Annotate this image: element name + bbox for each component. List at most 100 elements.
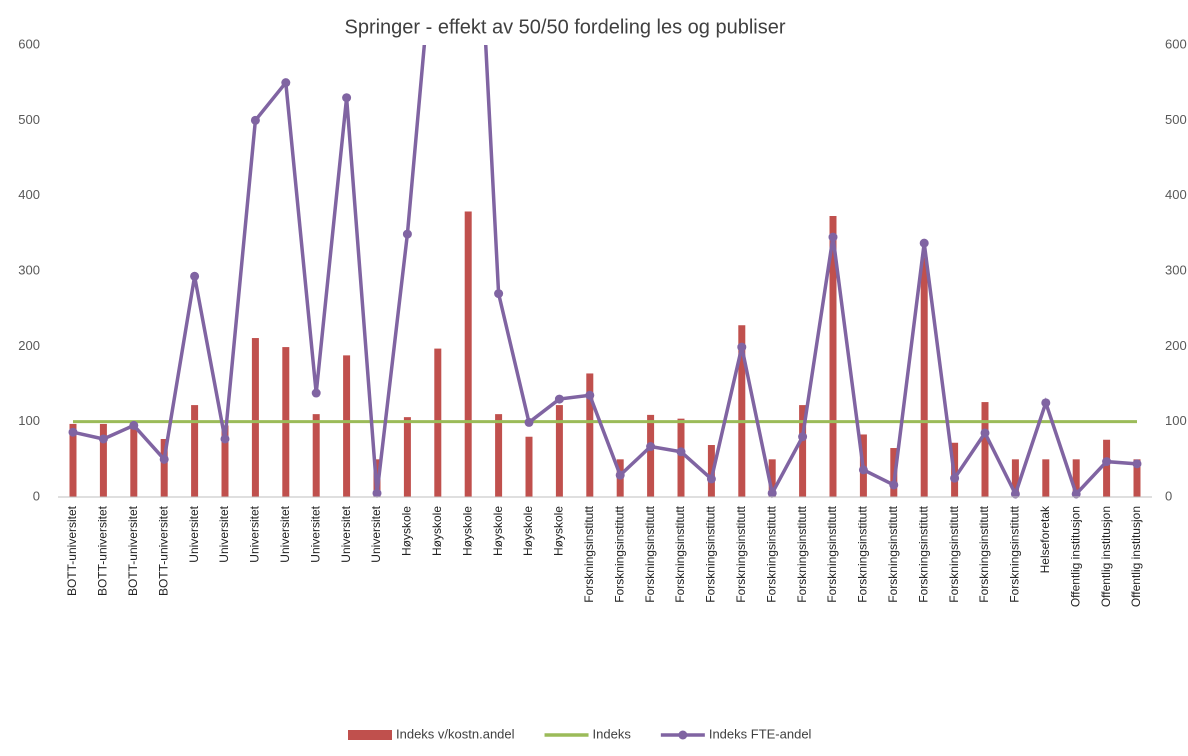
line-marker [889, 480, 899, 490]
line-marker [494, 289, 504, 299]
y-tick-label: 400 [18, 187, 40, 202]
x-tick-label: Forskningsinstitutt [704, 505, 718, 602]
bar [1133, 459, 1141, 497]
bar [707, 445, 715, 497]
x-tick-label: Offentlig institusjon [1099, 506, 1113, 607]
bar [69, 423, 77, 497]
line-marker [524, 417, 534, 427]
line-series [72, 45, 1138, 499]
line-marker [250, 115, 260, 125]
x-tick-label: Universitet [278, 505, 292, 562]
y2-tick-label: 200 [1165, 338, 1187, 353]
y2-tick-label: 300 [1165, 262, 1187, 277]
line-marker [1041, 398, 1051, 408]
line-marker [1102, 457, 1112, 467]
x-tick-label: Forskningsinstitutt [886, 505, 900, 602]
x-tick-label: BOTT-universitet [65, 505, 79, 596]
legend-label: Indeks v/kostn.andel [396, 726, 515, 741]
line-marker [68, 427, 78, 437]
x-tick-label: Forskningsinstitutt [856, 505, 870, 602]
x-tick-label: Helseforetak [1038, 505, 1052, 573]
line-marker [129, 420, 139, 430]
line-marker [1071, 489, 1081, 499]
x-tick-label: Forskningsinstitutt [916, 505, 930, 602]
x-tick-label: Forskningsinstitutt [582, 505, 596, 602]
line-marker [402, 229, 412, 239]
x-tick-label: Universitet [217, 505, 231, 562]
y2-tick-label: 400 [1165, 187, 1187, 202]
x-tick-label: Forskningsinstitutt [673, 505, 687, 602]
bar [586, 373, 594, 497]
x-tick-label: Universitet [339, 505, 353, 562]
line-marker [281, 78, 291, 88]
x-tick-label: Forskningsinstitutt [734, 505, 748, 602]
x-tick-label: Forskningsinstitutt [612, 505, 626, 602]
bar [799, 405, 807, 497]
line-marker [737, 342, 747, 352]
bar [99, 423, 107, 497]
legend-swatch [348, 730, 392, 740]
x-tick-label: Universitet [187, 505, 201, 562]
bar [160, 438, 168, 497]
line-marker [190, 271, 200, 281]
bar [768, 459, 776, 497]
bar [495, 414, 503, 497]
line-marker [1132, 459, 1142, 469]
legend-label: Indeks FTE-andel [709, 726, 812, 741]
y-tick-label: 300 [18, 262, 40, 277]
line-marker [706, 474, 716, 484]
bar [343, 355, 351, 497]
x-tick-label: BOTT-universitet [96, 505, 110, 596]
bar [920, 257, 928, 497]
line-marker [342, 93, 352, 103]
line-marker [798, 432, 808, 442]
y-tick-label: 0 [33, 488, 40, 503]
x-tick-label: BOTT-universitet [126, 505, 140, 596]
line-marker [159, 454, 169, 464]
line-marker [828, 232, 838, 242]
bar [981, 402, 989, 497]
x-tick-label: Forskningsinstitutt [947, 505, 961, 602]
bar [403, 417, 411, 497]
x-tick-label: Offentlig institusjon [1068, 506, 1082, 607]
y-tick-label: 100 [18, 413, 40, 428]
y-tick-label: 500 [18, 112, 40, 127]
line-marker [615, 470, 625, 480]
line-marker [554, 394, 564, 404]
x-tick-label: Universitet [248, 505, 262, 562]
line-marker [585, 390, 595, 400]
bar [221, 425, 229, 497]
x-tick-label: Forskningsinstitutt [795, 505, 809, 602]
y2-tick-label: 500 [1165, 112, 1187, 127]
line-marker [980, 428, 990, 438]
x-tick-label: Forskningsinstitutt [825, 505, 839, 602]
x-tick-label: Forskningsinstitutt [977, 505, 991, 602]
y2-tick-label: 600 [1165, 36, 1187, 51]
x-tick-label: Høyskole [460, 506, 474, 556]
line-marker [1010, 489, 1020, 499]
x-tick-label: Høyskole [430, 506, 444, 556]
bar [191, 405, 199, 497]
bar [130, 423, 138, 497]
x-tick-label: Høyskole [521, 506, 535, 556]
line-marker [767, 488, 777, 498]
line-marker [311, 388, 321, 398]
bar [525, 436, 533, 497]
legend-swatch [678, 730, 688, 740]
plot-area [68, 45, 1142, 499]
bar [555, 405, 563, 497]
x-tick-label: Høyskole [400, 506, 414, 556]
x-tick-label: Offentlig institusjon [1129, 506, 1143, 607]
x-tick-label: Forskningsinstitutt [1008, 505, 1022, 602]
bar [1072, 459, 1080, 497]
chart-title: Springer - effekt av 50/50 fordeling les… [344, 16, 785, 38]
x-tick-label: Universitet [308, 505, 322, 562]
bar [1011, 459, 1019, 497]
line-marker [950, 473, 960, 483]
legend-label: Indeks [593, 726, 632, 741]
bar [829, 216, 837, 498]
line-marker [919, 238, 929, 248]
bar [312, 414, 320, 497]
x-tick-label: Høyskole [552, 506, 566, 556]
